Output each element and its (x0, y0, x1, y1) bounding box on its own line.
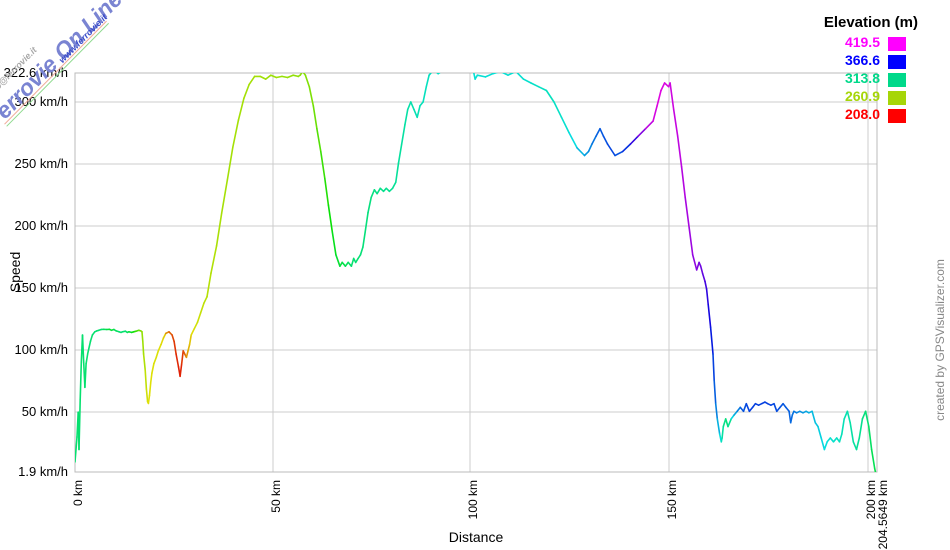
svg-text:100 km/h: 100 km/h (15, 342, 68, 357)
svg-text:200 km/h: 200 km/h (15, 218, 68, 233)
svg-text:0 km: 0 km (71, 480, 85, 506)
svg-text:100 km: 100 km (466, 480, 480, 519)
svg-text:313.8: 313.8 (845, 70, 880, 86)
svg-text:created by GPSVisualizer.com: created by GPSVisualizer.com (933, 259, 947, 421)
svg-text:150 km: 150 km (665, 480, 679, 519)
svg-text:322.6 km/h: 322.6 km/h (4, 65, 68, 80)
svg-text:260.9: 260.9 (845, 88, 880, 104)
svg-text:50 km: 50 km (269, 480, 283, 513)
svg-text:Distance: Distance (449, 529, 504, 545)
svg-text:Elevation (m): Elevation (m) (824, 14, 918, 31)
svg-text:Speed: Speed (7, 252, 23, 292)
svg-text:250 km/h: 250 km/h (15, 156, 68, 171)
svg-text:419.5: 419.5 (845, 34, 880, 50)
svg-text:208.0: 208.0 (845, 106, 880, 122)
svg-text:204.5649 km: 204.5649 km (876, 480, 890, 549)
svg-text:300 km/h: 300 km/h (15, 94, 68, 109)
svg-text:1.9 km/h: 1.9 km/h (18, 464, 68, 479)
svg-text:366.6: 366.6 (845, 52, 880, 68)
svg-text:50 km/h: 50 km/h (22, 404, 68, 419)
